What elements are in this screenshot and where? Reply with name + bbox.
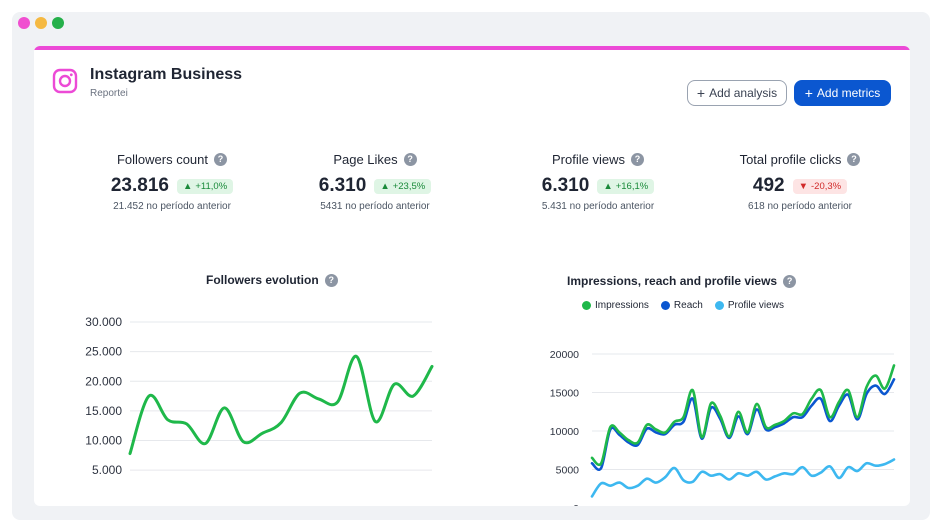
change-badge: ▼ -20,3% <box>792 178 848 194</box>
metric-label: Profile views <box>552 151 625 167</box>
impressions-chart-title: Impressions, reach and profile views? <box>567 274 797 288</box>
y-tick-label: 30.000 <box>85 315 122 329</box>
window-minimize-button[interactable] <box>35 17 47 29</box>
arrow-up-icon: ▲ <box>380 180 390 192</box>
metric-total-profile-clicks: Total profile clicks? 492 ▼ -20,3% 618 no … <box>700 150 900 212</box>
metric-label: Page Likes <box>333 151 398 167</box>
arrow-up-icon: ▲ <box>182 180 193 192</box>
help-icon[interactable]: ? <box>403 152 417 166</box>
legend-item-profile-views[interactable]: Profile views <box>714 300 784 311</box>
followers-evolution-chart: 30.000 25.000 20.000 15.000 10.000 5.000 <box>85 315 434 477</box>
metric-previous: 5431 no período anterior <box>320 201 430 212</box>
change-badge: ▲ +11,0% <box>176 178 234 194</box>
change-badge: ▲ +23,5% <box>374 178 432 194</box>
metric-previous: 618 no período anterior <box>748 201 852 212</box>
add-metrics-button[interactable]: + Add metrics <box>794 80 891 106</box>
legend-item-impressions[interactable]: Impressions <box>582 300 649 311</box>
metric-value: 23.816 <box>110 175 169 196</box>
window-close-button[interactable] <box>18 17 30 29</box>
metric-value: 6.310 <box>318 175 367 196</box>
y-tick-label: 20000 <box>550 349 579 361</box>
help-icon[interactable]: ? <box>783 274 797 288</box>
instagram-icon <box>52 68 78 94</box>
arrow-up-icon: ▲ <box>603 180 613 192</box>
y-tick-label: 20.000 <box>85 374 122 388</box>
help-icon[interactable]: ? <box>847 152 861 166</box>
browser-window: Instagram Business Reportei + Add analys… <box>12 12 930 520</box>
metric-profile-views: Profile views? 6.310 ▲ +16,1% 5.431 no per… <box>498 150 698 212</box>
help-icon[interactable]: ? <box>324 273 338 287</box>
help-icon[interactable]: ? <box>630 152 644 166</box>
y-tick-label: 10000 <box>550 426 579 438</box>
arrow-down-icon: ▼ <box>798 180 808 192</box>
y-tick-label: 15000 <box>550 388 579 400</box>
y-tick-label: 25.000 <box>85 345 122 359</box>
add-metrics-label: Add metrics <box>816 86 881 100</box>
y-tick-label: 5.000 <box>92 463 122 477</box>
instagram-report-card: Instagram Business Reportei + Add analys… <box>34 46 910 506</box>
legend-item-reach[interactable]: Reach <box>660 300 703 311</box>
plus-icon: + <box>804 85 813 101</box>
series-line-profile-views[interactable] <box>590 458 896 498</box>
help-icon[interactable]: ? <box>214 152 228 166</box>
metric-value: 6.310 <box>541 175 590 196</box>
change-badge: ▲ +16,1% <box>597 178 655 194</box>
series-line-0[interactable] <box>128 354 434 456</box>
add-analysis-label: Add analysis <box>709 86 778 100</box>
metric-page-likes: Page Likes? 6.310 ▲ +23,5% 5431 no período… <box>275 150 475 212</box>
plus-icon: + <box>696 85 706 101</box>
metric-label: Total profile clicks <box>739 151 842 167</box>
series-line-impressions[interactable] <box>590 364 896 467</box>
y-tick-label: 5000 <box>556 465 580 477</box>
window-maximize-button[interactable] <box>52 17 64 29</box>
followers-chart-title: Followers evolution? <box>206 273 338 287</box>
impressions-chart-legend: Impressions Reach Profile views <box>582 300 784 311</box>
y-tick-label: 15.000 <box>85 404 122 418</box>
impressions-reach-chart: 20000 15000 10000 5000 0 <box>550 349 896 506</box>
metric-value: 492 <box>752 175 785 196</box>
report-title: Instagram Business <box>90 66 243 83</box>
accent-bar <box>34 46 910 50</box>
add-analysis-button[interactable]: + Add analysis <box>687 80 787 106</box>
metric-previous: 21.452 no período anterior <box>113 201 231 212</box>
y-tick-label: 10.000 <box>85 434 122 448</box>
report-subtitle: Reportei <box>90 88 128 99</box>
metric-followers-count: Followers count? 23.816 ▲ +11,0% 21.452 no… <box>72 150 272 212</box>
metric-label: Followers count <box>116 151 209 167</box>
metric-previous: 5.431 no período anterior <box>541 201 655 212</box>
window-titlebar <box>12 12 930 34</box>
y-tick-label: 0 <box>573 503 579 506</box>
